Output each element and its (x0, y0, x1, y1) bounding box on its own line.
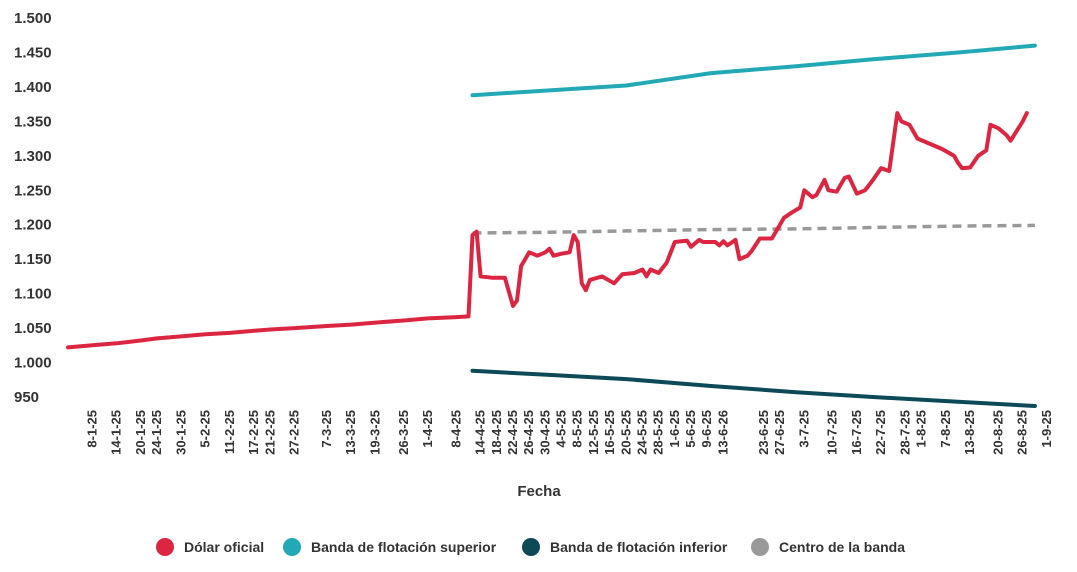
x-tick-label: 20-5-25 (618, 410, 633, 455)
x-tick-label: 20-8-25 (990, 410, 1005, 455)
y-tick-label: 1.200 (14, 217, 52, 234)
x-tick-label: 30-1-25 (173, 410, 188, 455)
x-tick-label: 17-2-25 (246, 410, 261, 455)
series-layer (66, 43, 1037, 408)
x-tick-label: 13-8-25 (962, 410, 977, 455)
x-tick-label: 9-6-25 (699, 410, 714, 448)
legend-label: Dólar oficial (184, 539, 264, 555)
y-tick-label: 1.300 (14, 148, 52, 165)
legend: Dólar oficial Banda de flotación superior… (156, 538, 905, 556)
x-tick-label: 26-3-25 (396, 410, 411, 455)
y-tick-label: 1.100 (14, 286, 52, 303)
x-tick-label: 1-9-25 (1039, 410, 1054, 448)
y-tick-label: 1.150 (14, 251, 52, 268)
x-tick-label: 8-4-25 (448, 410, 463, 448)
x-tick-label: 10-7-25 (825, 410, 840, 455)
x-tick-label: 8-5-25 (570, 410, 585, 448)
x-tick-label: 13-3-25 (343, 410, 358, 455)
x-tick-label: 16-5-25 (602, 410, 617, 455)
x-tick-label: 22-7-25 (873, 410, 888, 455)
y-tick-label: 1.500 (14, 10, 52, 27)
x-tick-label: 27-6-25 (772, 410, 787, 455)
legend-marker (751, 538, 769, 556)
legend-marker (283, 538, 301, 556)
x-tick-label: 26-4-25 (521, 410, 536, 455)
x-tick-label: 14-4-25 (473, 410, 488, 455)
x-tick-label: 5-6-25 (683, 410, 698, 448)
x-tick-label: 28-7-25 (897, 410, 912, 455)
x-tick-label: 16-7-25 (849, 410, 864, 455)
x-tick-label: 7-3-25 (319, 410, 334, 448)
x-axis: 8-1-25 14-1-25 20-1-25 24-1-25 30-1-25 5-2-25… (84, 410, 1054, 455)
series-line-0 (66, 111, 1029, 350)
x-tick-label: 24-1-25 (149, 410, 164, 455)
x-tick-label: 28-5-25 (651, 410, 666, 455)
x-axis-title: Fecha (517, 483, 561, 500)
series-line-2 (470, 368, 1037, 408)
y-tick-label: 1.250 (14, 182, 52, 199)
x-tick-label: 1-8-25 (914, 410, 929, 448)
x-tick-label: 18-4-25 (489, 410, 504, 455)
y-axis: 950 1.000 1.050 1.100 1.150 1.200 1.250 1.300 1.… (14, 10, 52, 406)
x-tick-label: 1-4-25 (420, 410, 435, 448)
legend-label: Banda de flotación superior (311, 539, 497, 555)
x-tick-label: 21-2-25 (262, 410, 277, 455)
x-tick-label: 20-1-25 (133, 410, 148, 455)
x-tick-label: 26-8-25 (1015, 410, 1030, 455)
series-line-3 (472, 223, 1035, 235)
x-tick-label: 30-4-25 (537, 410, 552, 455)
x-tick-label: 14-1-25 (109, 410, 124, 455)
x-tick-label: 3-7-25 (796, 410, 811, 448)
x-tick-label: 24-5-25 (634, 410, 649, 455)
x-tick-label: 5-2-25 (198, 410, 213, 448)
legend-marker (156, 538, 174, 556)
legend-label: Centro de la banda (779, 539, 905, 555)
y-tick-label: 950 (14, 389, 39, 406)
x-tick-label: 22-4-25 (505, 410, 520, 455)
x-tick-label: 8-1-25 (84, 410, 99, 448)
y-tick-label: 1.450 (14, 44, 52, 61)
x-tick-label: 13-6-26 (715, 410, 730, 455)
x-tick-label: 23-6-25 (756, 410, 771, 455)
y-tick-label: 1.400 (14, 79, 52, 96)
x-tick-label: 12-5-25 (586, 410, 601, 455)
x-tick-label: 1-6-25 (667, 410, 682, 448)
y-tick-label: 1.350 (14, 113, 52, 130)
y-tick-label: 1.050 (14, 320, 52, 337)
x-tick-label: 27-2-25 (287, 410, 302, 455)
x-tick-label: 7-8-25 (938, 410, 953, 448)
x-tick-label: 4-5-25 (554, 410, 569, 448)
x-tick-label: 11-2-25 (222, 410, 237, 454)
x-tick-label: 19-3-25 (367, 410, 382, 455)
legend-marker (522, 538, 540, 556)
y-tick-label: 1.000 (14, 355, 52, 372)
series-line-1 (470, 43, 1037, 98)
legend-label: Banda de flotación inferior (550, 539, 728, 555)
